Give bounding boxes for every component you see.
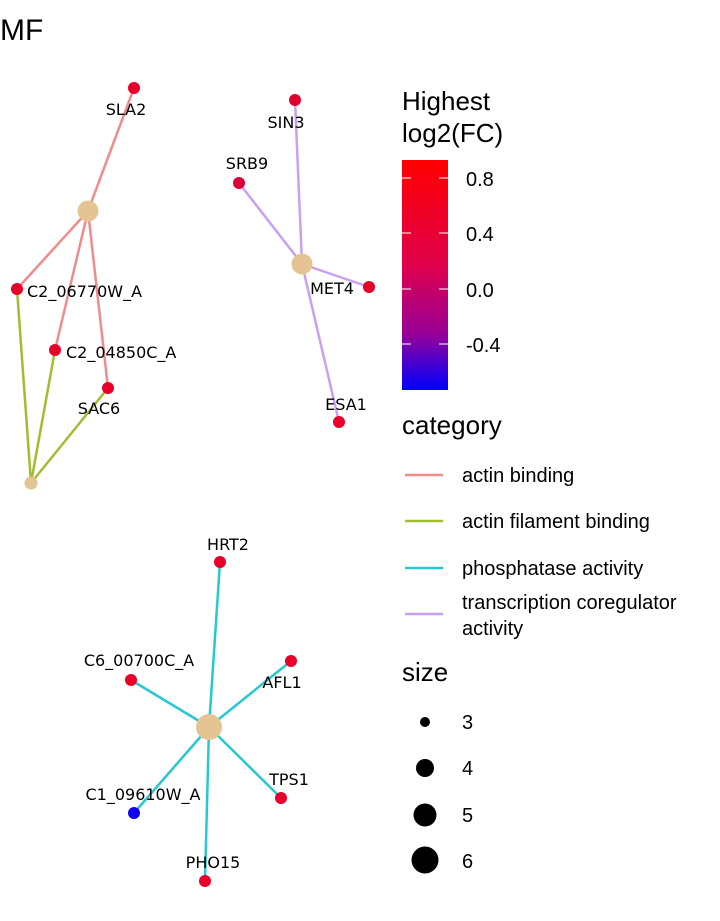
size-key-label: 3 bbox=[462, 712, 473, 734]
colorbar-tick-label: -0.4 bbox=[466, 335, 500, 357]
size-key-label: 6 bbox=[462, 851, 473, 873]
gene-label: PHO15 bbox=[186, 853, 241, 872]
size-key-5 bbox=[413, 803, 437, 827]
edge-actin-binding-c2-04850c bbox=[53, 210, 90, 351]
gene-node-afl1 bbox=[285, 655, 297, 667]
colorbar-legend: Highest log2(FC) 0.8 0.4 0.0 -0.4 bbox=[402, 86, 503, 390]
legend-label-actin-binding: actin binding bbox=[462, 465, 574, 487]
gene-label: SAC6 bbox=[78, 399, 120, 418]
hub-phosphatase-activity bbox=[196, 714, 222, 740]
gene-label: C6_00700C_A bbox=[84, 651, 194, 671]
edge-phosphatase-tps1 bbox=[208, 726, 282, 799]
gene-node-sac6 bbox=[102, 382, 114, 394]
size-legend-title: size bbox=[402, 657, 448, 687]
colorbar-tick-label: 0.8 bbox=[466, 169, 494, 191]
edge-actin-filament-sac6 bbox=[30, 387, 109, 484]
hub-transcription-coregulator bbox=[291, 253, 313, 275]
colorbar-title-line2: log2(FC) bbox=[402, 118, 503, 148]
edge-phosphatase-pho15 bbox=[203, 726, 211, 882]
gene-node-c1-09610w-a bbox=[128, 807, 140, 819]
edge-actin-binding-sac6 bbox=[86, 210, 110, 389]
edges bbox=[15, 87, 370, 882]
category-legend-title: category bbox=[402, 410, 502, 440]
edge-actin-filament-c2-04850c bbox=[29, 349, 57, 484]
gene-label: ESA1 bbox=[325, 395, 367, 414]
hub-actin-filament-binding bbox=[24, 476, 38, 490]
edge-actin-filament-c2-06770w bbox=[15, 288, 33, 484]
gene-label: C2_04850C_A bbox=[66, 343, 176, 363]
size-key-label: 5 bbox=[462, 805, 473, 827]
gene-node-c6-00700c-a bbox=[125, 674, 137, 686]
gene-label: TPS1 bbox=[268, 770, 309, 789]
legend-label-transcription-coregulator-line1: transcription coregulator bbox=[462, 592, 677, 614]
gene-nodes bbox=[11, 82, 375, 887]
gene-node-met4 bbox=[363, 281, 375, 293]
gene-label: C2_06770W_A bbox=[27, 282, 142, 302]
plot-title: MF bbox=[0, 14, 43, 47]
gene-node-esa1 bbox=[333, 416, 345, 428]
colorbar-title-line1: Highest bbox=[402, 86, 491, 116]
edge-actin-binding-c2-06770w bbox=[16, 210, 89, 290]
gene-label: SRB9 bbox=[226, 154, 268, 173]
legend-label-actin-filament-binding: actin filament binding bbox=[462, 511, 650, 533]
edge-transcription-esa1 bbox=[300, 263, 341, 423]
gene-label: C1_09610W_A bbox=[85, 785, 200, 805]
gene-node-c2-06770w-a bbox=[11, 283, 23, 295]
category-hubs bbox=[24, 200, 313, 740]
legend-label-phosphatase-activity: phosphatase activity bbox=[462, 558, 643, 580]
size-key-3 bbox=[420, 717, 430, 727]
size-legend: size 3 4 5 6 bbox=[402, 657, 473, 874]
gene-node-sla2 bbox=[128, 82, 140, 94]
edge-transcription-sin3 bbox=[293, 99, 304, 265]
colorbar-tick-label: 0.0 bbox=[466, 280, 494, 302]
edge-transcription-srb9 bbox=[238, 182, 303, 265]
gene-label: MET4 bbox=[310, 279, 354, 298]
legend-label-transcription-coregulator-line2: activity bbox=[462, 618, 523, 640]
gene-label: AFL1 bbox=[262, 673, 301, 692]
size-key-label: 4 bbox=[462, 758, 473, 780]
gene-label: SIN3 bbox=[267, 113, 304, 132]
gene-node-hrt2 bbox=[214, 556, 226, 568]
gene-node-srb9 bbox=[233, 177, 245, 189]
edge-transcription-met4 bbox=[301, 262, 370, 289]
colorbar bbox=[402, 160, 448, 390]
category-legend: category actin binding actin filament bi… bbox=[402, 410, 677, 640]
colorbar-tick-label: 0.4 bbox=[466, 224, 494, 246]
gene-node-tps1 bbox=[275, 792, 287, 804]
gene-node-sin3 bbox=[289, 94, 301, 106]
edge-phosphatase-c1-09610w bbox=[133, 726, 210, 814]
gene-node-pho15 bbox=[199, 875, 211, 887]
edge-phosphatase-c6-00700c bbox=[130, 678, 210, 729]
gene-labels: SLA2 C2_06770W_A C2_04850C_A SAC6 SIN3 S… bbox=[27, 100, 367, 872]
size-key-6 bbox=[411, 846, 439, 874]
edge-phosphatase-hrt2 bbox=[207, 561, 222, 728]
size-key-4 bbox=[416, 759, 434, 777]
edge-phosphatase-afl1 bbox=[208, 660, 292, 728]
edge-actin-binding-sla2 bbox=[86, 87, 136, 212]
gene-label: SLA2 bbox=[106, 100, 147, 119]
gene-node-c2-04850c-a bbox=[49, 344, 61, 356]
gene-label: HRT2 bbox=[207, 535, 249, 554]
hub-actin-binding bbox=[77, 200, 99, 222]
